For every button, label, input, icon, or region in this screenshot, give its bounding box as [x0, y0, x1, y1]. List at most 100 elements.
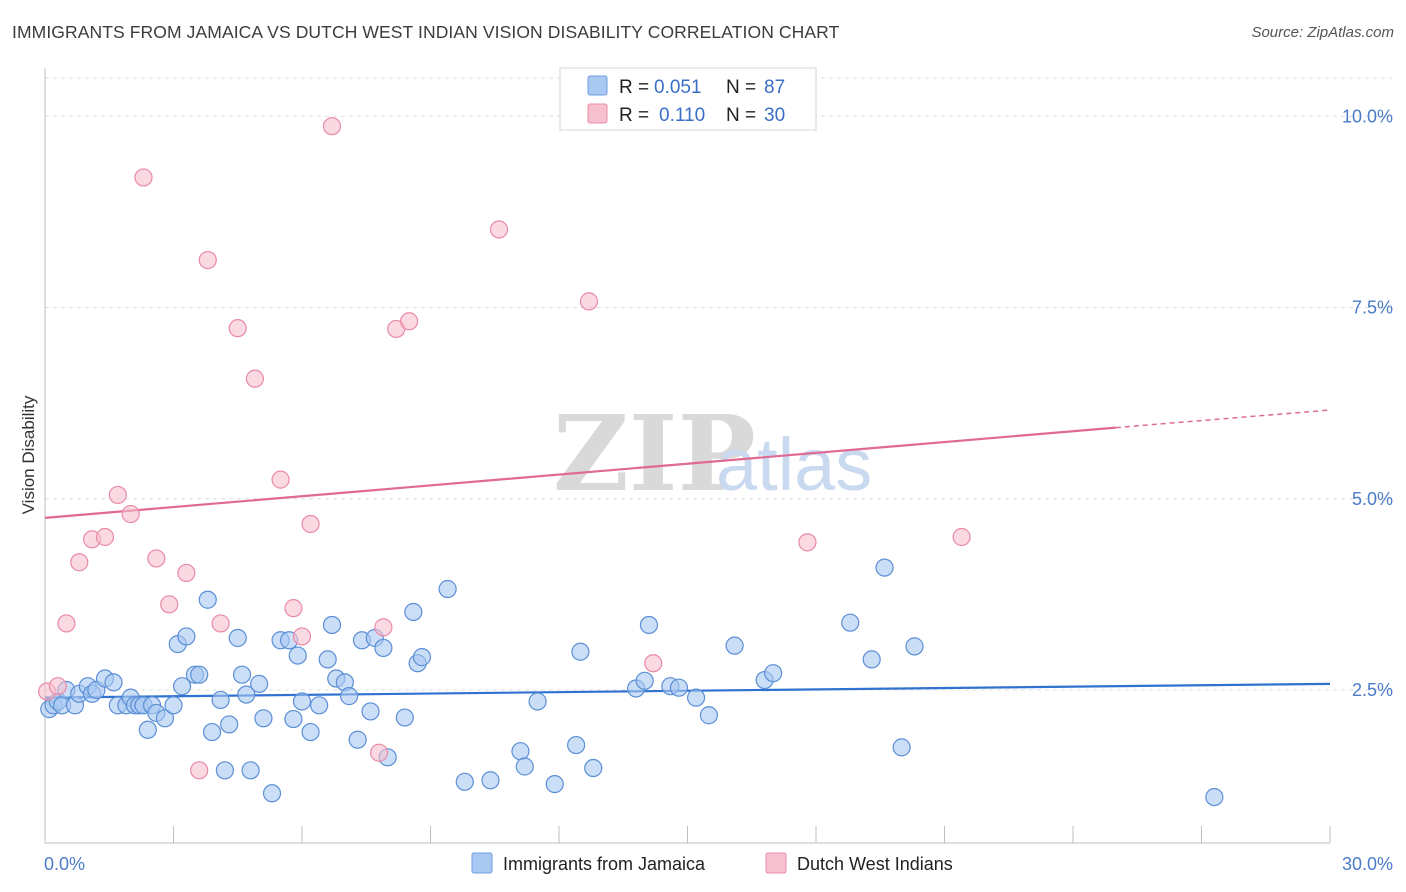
dutch-trend-line [44, 426, 1116, 519]
jamaica-point [905, 637, 924, 656]
jamaica-point [1205, 787, 1224, 807]
jamaica-point [395, 708, 414, 727]
dutch-point [374, 618, 393, 637]
jamaica-point [764, 664, 783, 683]
y-tick-label: 5.0% [1352, 489, 1393, 509]
y-tick-label: 2.5% [1352, 680, 1393, 700]
legend-r-label: R = [619, 77, 649, 98]
jamaica-point [361, 702, 380, 721]
jamaica-point [699, 706, 719, 725]
jamaica-point [374, 638, 393, 658]
jamaica-point [237, 685, 256, 704]
dutch-point [108, 485, 127, 505]
jamaica-point [875, 558, 894, 577]
jamaica-point [172, 677, 192, 696]
jamaica-point [202, 722, 222, 742]
legend-n-value-jamaica: 87 [764, 77, 785, 98]
dutch-point [322, 117, 342, 136]
jamaica-point [404, 602, 423, 622]
jamaica-point [686, 688, 706, 707]
jamaica-point [511, 742, 530, 761]
dutch-point [301, 514, 320, 534]
jamaica-point [841, 613, 860, 632]
dutch-point [211, 614, 230, 633]
dutch-point [399, 312, 419, 331]
jamaica-point [545, 774, 564, 794]
watermark-zip: ZIP [553, 392, 756, 515]
gridlines [45, 77, 1392, 691]
jamaica-point [571, 642, 590, 661]
y-tick-label: 10.0% [1342, 106, 1393, 126]
legend-r-label: R = [619, 105, 649, 126]
jamaica-point [155, 709, 175, 728]
jamaica-point [228, 628, 247, 648]
source-credit: Source: ZipAtlas.com [1251, 24, 1394, 41]
legend-swatch-dutch [587, 103, 608, 124]
dutch-point [644, 654, 663, 673]
watermark-atlas: atlas [716, 423, 872, 506]
jamaica-point [635, 671, 654, 690]
jamaica-point [250, 674, 269, 693]
jamaica-point [211, 690, 230, 710]
jamaica-point [438, 579, 457, 599]
jamaica-point [138, 720, 157, 739]
jamaica-point [262, 784, 282, 803]
y-tick-label: 7.5% [1352, 298, 1393, 318]
dutch-point [284, 599, 303, 618]
jamaica-point [232, 665, 252, 684]
y-tick-labels: 2.5% 5.0% 7.5% 10.0% [1342, 106, 1393, 700]
jamaica-point [164, 696, 183, 715]
chart-title: IMMIGRANTS FROM JAMAICA VS DUTCH WEST IN… [12, 22, 840, 42]
legend-label-jamaica: Immigrants from Jamaica [503, 854, 706, 874]
legend-n-value-dutch: 30 [764, 105, 785, 126]
dutch-point [245, 369, 264, 388]
x-tick-label-min: 0.0% [44, 854, 85, 874]
jamaica-point [254, 709, 273, 728]
dutch-point [147, 549, 166, 568]
x-tick-labels: 0.0% 30.0% [44, 854, 1393, 874]
dutch-point [952, 527, 971, 547]
dutch-point [292, 627, 312, 646]
legend-swatch-jamaica [587, 75, 608, 96]
jamaica-point [292, 692, 312, 711]
dutch-point [579, 292, 599, 311]
dutch-trend-extension [1115, 409, 1331, 429]
dutch-point [798, 533, 817, 552]
jamaica-point [220, 715, 239, 734]
jamaica-point [288, 646, 307, 665]
dutch-point [198, 250, 217, 270]
jamaica-point [215, 761, 234, 780]
dutch-point [134, 168, 153, 187]
legend-r-value-dutch: 0.110 [659, 105, 705, 126]
legend-label-dutch: Dutch West Indians [797, 854, 953, 874]
jamaica-point [310, 696, 329, 715]
jamaica-point [348, 730, 367, 749]
jamaica-point [455, 772, 474, 791]
jamaica-point [892, 738, 911, 757]
jamaica-point [669, 678, 689, 697]
jamaica-point [190, 665, 209, 684]
jamaica-point [528, 692, 547, 711]
jamaica-point [322, 615, 342, 635]
jamaica-point [515, 757, 534, 776]
jamaica-point [318, 650, 337, 669]
dutch-point [160, 595, 179, 614]
y-axis-label: Vision Disability [19, 395, 38, 514]
dutch-point [57, 614, 76, 633]
jamaica-point [198, 590, 217, 609]
series-legend: Immigrants from Jamaica Dutch West India… [471, 852, 953, 874]
jamaica-point [567, 735, 586, 755]
jamaica-point [301, 722, 320, 742]
dutch-point [121, 504, 140, 524]
dutch-point [190, 761, 209, 780]
x-tick-label-max: 30.0% [1342, 854, 1393, 874]
legend-r-value-jamaica: 0.051 [654, 77, 702, 98]
jamaica-point [725, 636, 744, 655]
legend-swatch-dutch [765, 852, 787, 874]
jamaica-point [639, 615, 659, 635]
jamaica-point [284, 709, 303, 729]
jamaica-point [584, 758, 603, 778]
dutch-point [370, 743, 389, 762]
dutch-point [48, 677, 67, 696]
